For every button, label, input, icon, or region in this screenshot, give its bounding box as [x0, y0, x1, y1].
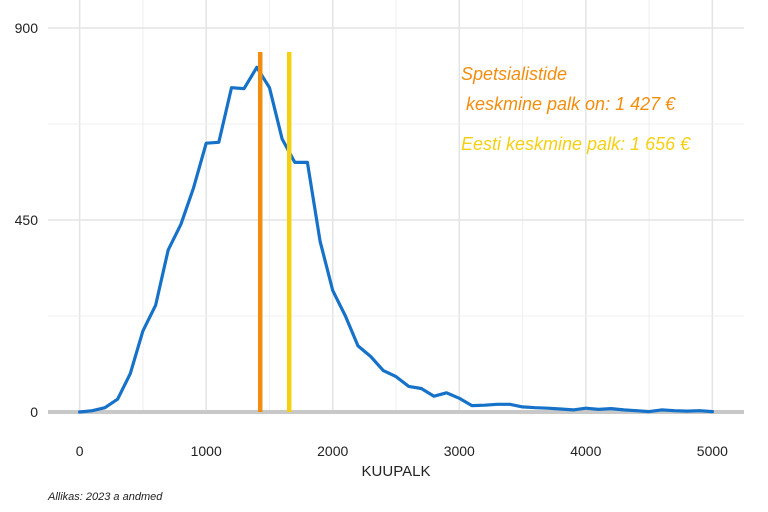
series-line-0: [78, 65, 714, 414]
x-axis-ticks: 0 1000 2000 3000 4000 5000: [76, 443, 728, 459]
x-tick-label: 5000: [697, 443, 728, 459]
y-axis-ticks: 0 450 900: [15, 20, 39, 420]
source-caption: Allikas: 2023 a andmed: [47, 491, 163, 503]
reference-annotation-1-line-0: Eesti keskmine palk: 1 656 €: [461, 134, 691, 154]
x-tick-label: 0: [76, 443, 84, 459]
reference-lines: [257, 52, 292, 412]
x-tick-label: 4000: [570, 443, 601, 459]
reference-annotation-0-line-1: keskmine palk on: 1 427 €: [461, 94, 676, 114]
y-tick-label: 0: [30, 404, 38, 420]
grid: [48, 0, 744, 413]
x-tick-label: 3000: [444, 443, 475, 459]
reference-annotation-0-line-0: Spetsialistide: [461, 64, 567, 84]
series-layer: [78, 65, 714, 414]
y-tick-label: 450: [15, 212, 39, 228]
annotations: Spetsialistide keskmine palk on: 1 427 €…: [461, 64, 691, 154]
x-tick-label: 2000: [317, 443, 348, 459]
x-tick-label: 1000: [191, 443, 222, 459]
y-tick-label: 900: [15, 20, 39, 36]
x-axis-title: KUUPALK: [362, 463, 431, 480]
